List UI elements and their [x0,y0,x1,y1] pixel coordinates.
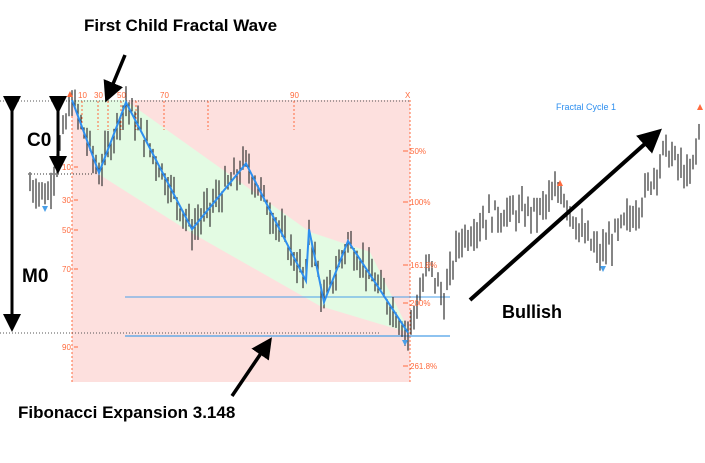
left-tick-label: 50 [62,226,71,235]
bullish-arrow [468,128,662,302]
fractal-top-marker-icon [557,180,563,186]
fractal-top-marker-icon [67,91,73,97]
fib-level-label: 200% [410,299,430,308]
fibonacci-arrow [230,337,272,397]
top-tick-label: X [405,91,411,100]
top-tick-label: 90 [290,91,299,100]
c0-label: C0 [27,130,51,151]
top-tick-label: 70 [160,91,169,100]
left-tick-label: 90 [62,343,71,352]
top-tick-label: 30 [94,91,103,100]
fibonacci-label: Fibonacci Expansion 3.148 [18,403,235,422]
fractal-bottom-marker-icon [402,340,408,346]
fib-level-label: 261.8% [410,362,437,371]
fractal-bottom-marker-icon [42,206,48,212]
fractal-top-marker-icon [697,104,703,110]
first-child-label: First Child Fractal Wave [84,16,277,35]
m0-label: M0 [22,266,48,287]
first-child-arrow [103,54,127,103]
top-tick-label: 50 [117,91,126,100]
left-tick-label: 10 [62,163,71,172]
bullish-label: Bullish [502,302,562,322]
fib-level-label: 161.8% [410,261,437,270]
zigzag-line [71,99,409,334]
fractal-cycle-label: Fractal Cycle 1 [556,102,616,112]
fractal-bottom-marker-icon [600,266,606,272]
left-tick-label: 30 [62,196,71,205]
fib-level-label: 50% [410,147,426,156]
top-tick-label: 10 [78,91,87,100]
left-tick-label: 70 [62,265,71,274]
fib-level-label: 100% [410,198,430,207]
